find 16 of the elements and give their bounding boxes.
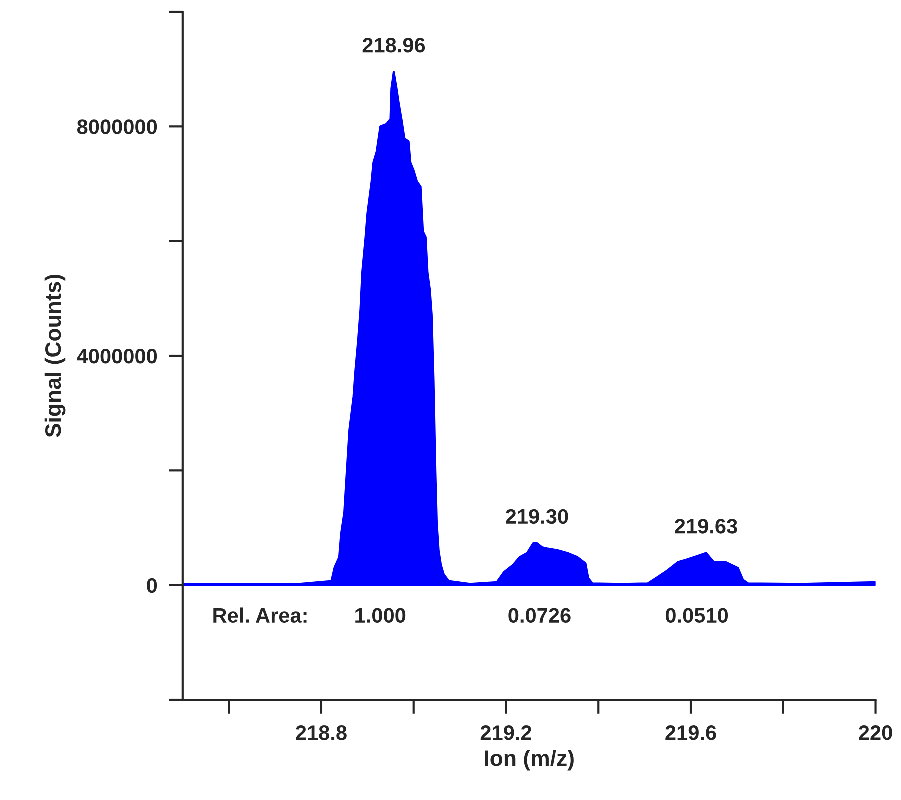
annotation: 1.000 [356, 608, 406, 624]
annotation: 219.63 [675, 519, 738, 534]
x-axis-title: Ion (m/z) [485, 750, 574, 771]
annotation: 0.0726 [508, 608, 571, 624]
x-tick-label: 219.6 [666, 726, 716, 740]
y-axis-title: Signal (Counts) [44, 275, 66, 438]
y-tick-label: 8000000 [77, 120, 158, 134]
annotation: 219.30 [506, 509, 568, 524]
annotation: 218.96 [362, 38, 426, 53]
y-tick-label: 0 [147, 578, 158, 594]
x-tick-label: 219.2 [480, 726, 532, 740]
annotation: Rel. Area: [214, 608, 307, 624]
y-tick-label: 4000000 [77, 349, 158, 364]
annotation: 0.0510 [666, 608, 728, 624]
x-tick-label: 218.8 [296, 726, 347, 740]
x-tick-label: 220 [859, 726, 892, 740]
